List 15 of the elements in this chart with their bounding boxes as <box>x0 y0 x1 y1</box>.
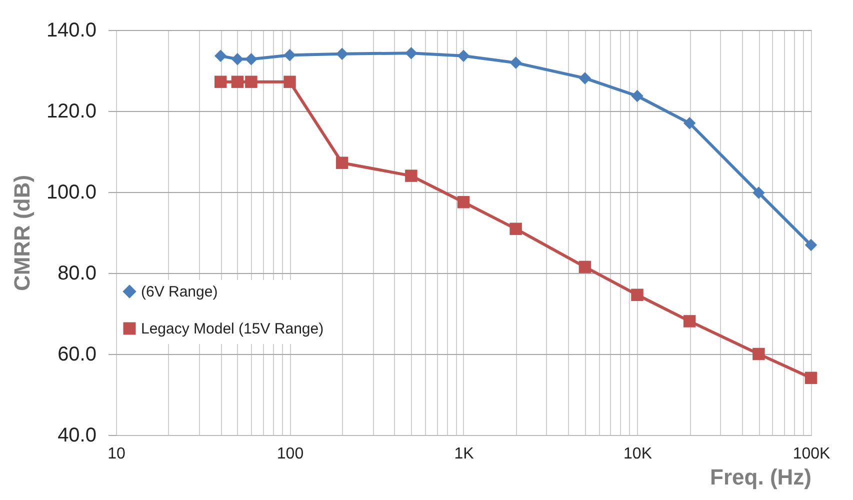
legend-label: Legacy Model (15V Range) <box>141 320 324 338</box>
x-tick-label: 100K <box>792 446 831 462</box>
x-axis-title: Freq. (Hz) <box>710 464 812 490</box>
y-tick-label: 40.0 <box>58 424 96 446</box>
y-tick-label: 80.0 <box>58 262 96 284</box>
y-axis-title: CMRR (dB) <box>9 174 34 292</box>
x-tick-label: 10K <box>624 446 652 462</box>
y-tick-label: 140.0 <box>46 20 96 42</box>
x-tick-label: 1K <box>454 446 474 462</box>
x-tick-label: 100 <box>276 446 304 462</box>
legend-label: (6V Range) <box>141 284 218 300</box>
x-tick-label: 10 <box>108 446 126 462</box>
y-tick-label: 120.0 <box>46 100 96 122</box>
y-tick-label: 100.0 <box>46 182 96 204</box>
y-tick-label: 60.0 <box>58 344 96 366</box>
